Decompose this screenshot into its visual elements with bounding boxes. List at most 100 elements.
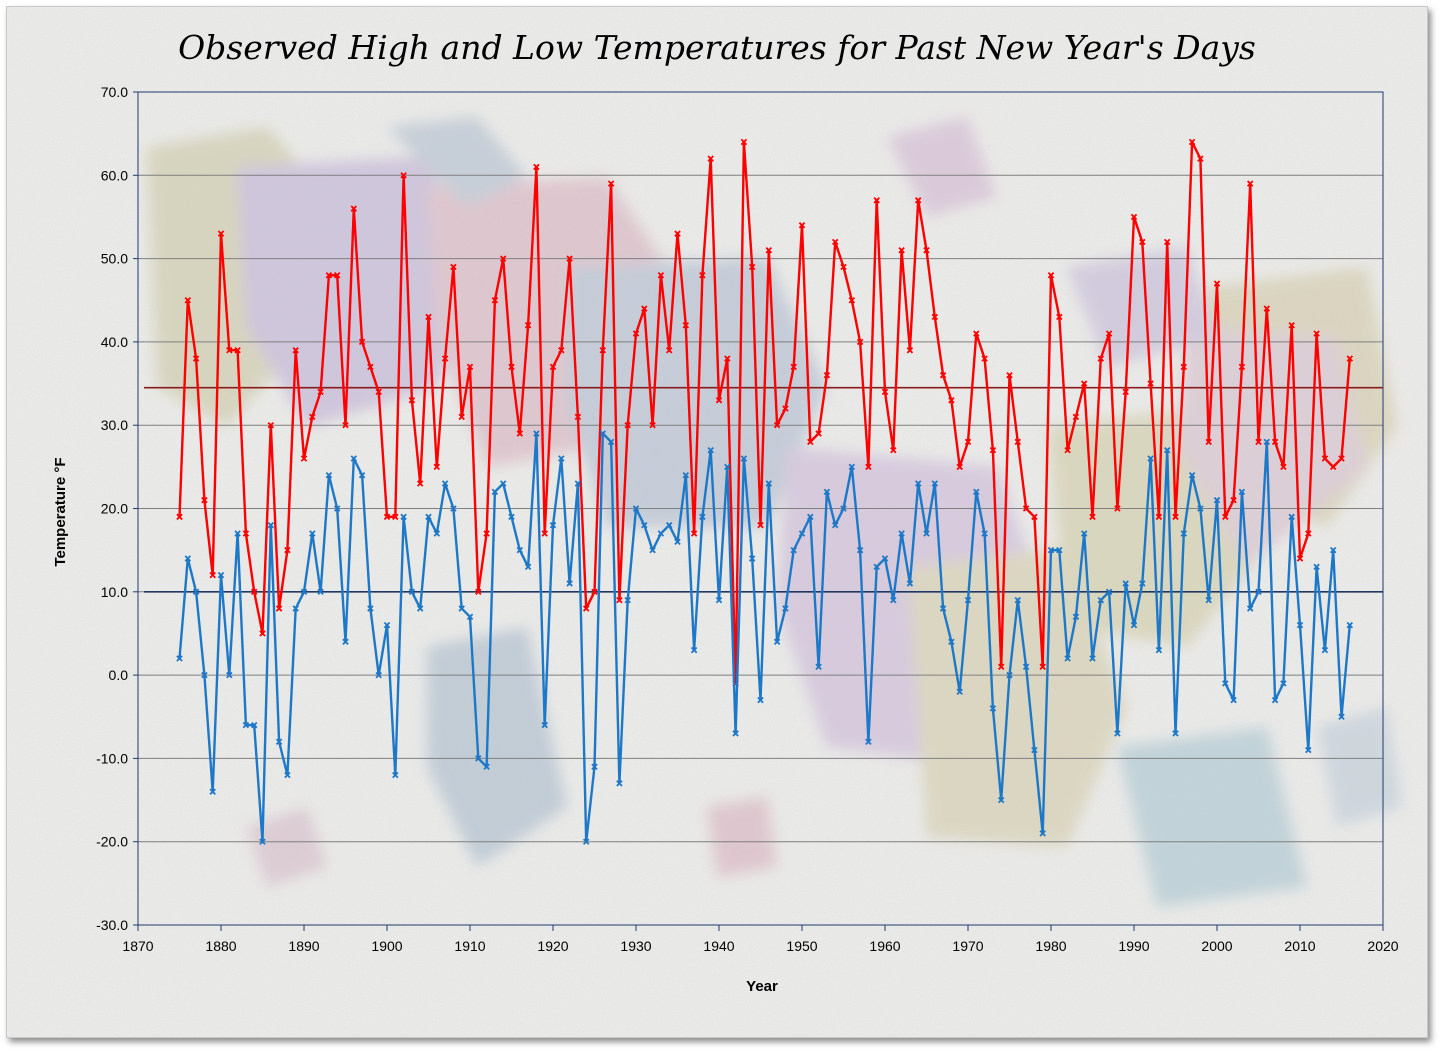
data-point <box>1329 463 1337 471</box>
data-point <box>840 263 847 271</box>
data-point <box>674 538 681 546</box>
data-point <box>267 421 275 429</box>
data-point <box>599 346 607 354</box>
data-point <box>375 671 382 679</box>
data-point <box>591 588 598 596</box>
data-point <box>201 671 208 679</box>
data-point <box>1205 596 1212 604</box>
data-point <box>1280 680 1287 687</box>
data-point <box>566 255 573 262</box>
data-point <box>275 605 283 612</box>
data-point <box>865 738 872 745</box>
data-point <box>856 546 864 554</box>
data-point <box>831 238 839 246</box>
data-point <box>1230 496 1237 504</box>
data-point <box>1180 530 1188 537</box>
data-point <box>1222 680 1229 687</box>
data-point <box>632 505 640 512</box>
data-point <box>898 530 905 537</box>
data-point <box>491 297 499 304</box>
plot-area-border <box>137 91 1384 926</box>
data-point <box>524 322 532 329</box>
y-tick-label: 10.0 <box>101 584 128 600</box>
data-point <box>400 172 407 179</box>
data-point <box>192 355 200 362</box>
data-point <box>931 313 939 321</box>
data-point <box>250 721 258 729</box>
data-point <box>242 530 250 537</box>
data-point <box>1105 588 1113 596</box>
data-point <box>441 480 449 487</box>
data-point <box>441 355 449 362</box>
y-tick-label: 60.0 <box>101 167 128 183</box>
data-point <box>964 438 972 446</box>
data-point <box>524 563 532 571</box>
data-point <box>582 838 590 845</box>
data-point <box>989 705 997 712</box>
data-point <box>350 455 358 462</box>
data-point <box>757 696 764 704</box>
x-tick-label: 1900 <box>371 938 402 954</box>
data-point <box>1338 455 1345 462</box>
data-point <box>790 363 797 371</box>
x-axis-title: Year <box>746 978 778 995</box>
data-point <box>956 463 963 471</box>
data-point <box>333 272 341 279</box>
data-point <box>1321 455 1329 462</box>
data-point <box>201 496 208 504</box>
data-point <box>425 313 432 321</box>
data-point <box>1155 513 1163 521</box>
data-point <box>466 613 474 621</box>
data-point <box>541 721 548 729</box>
data-point <box>1197 505 1204 512</box>
data-point <box>881 555 889 562</box>
data-point <box>325 471 333 479</box>
data-point <box>1305 530 1312 537</box>
data-point <box>1047 546 1055 554</box>
data-point <box>1006 371 1013 379</box>
data-point <box>184 297 192 304</box>
data-point <box>1014 596 1022 604</box>
data-point <box>284 546 291 554</box>
data-point <box>475 588 482 596</box>
data-point <box>906 580 914 587</box>
data-point <box>1014 438 1022 446</box>
data-point <box>939 605 947 612</box>
data-point <box>1130 213 1138 221</box>
data-point <box>582 605 590 612</box>
data-point <box>309 530 316 537</box>
data-point <box>1288 322 1295 329</box>
data-point <box>715 396 723 404</box>
data-point <box>176 513 183 521</box>
y-tick-label: 40.0 <box>101 334 128 350</box>
data-point <box>549 363 557 371</box>
data-point <box>1031 513 1038 521</box>
data-point <box>408 396 416 404</box>
data-point <box>1313 563 1320 571</box>
data-point <box>923 247 930 254</box>
data-point <box>1197 155 1204 162</box>
data-point <box>1188 471 1196 479</box>
data-point <box>1039 663 1046 671</box>
data-point <box>1246 605 1254 612</box>
data-point <box>1022 505 1030 512</box>
data-point <box>192 588 200 596</box>
y-tick-label: 50.0 <box>101 251 128 267</box>
data-point <box>1114 505 1121 512</box>
data-point <box>890 596 897 604</box>
chart-title: Observed High and Low Temperatures for P… <box>178 28 1256 67</box>
data-point <box>275 738 283 745</box>
data-point <box>400 513 407 521</box>
data-point <box>649 546 656 554</box>
data-point <box>333 505 341 512</box>
data-point <box>1263 438 1271 446</box>
x-tick-label: 2020 <box>1367 938 1398 954</box>
data-point <box>707 155 714 162</box>
data-point <box>690 530 698 537</box>
data-point <box>574 413 582 421</box>
data-point <box>1064 655 1071 662</box>
data-point <box>840 505 847 512</box>
chart-frame: -30.0 -20.0 -10.0 0.0 10.0 20.0 30.0 40.0 50.0 60… <box>6 6 1428 1038</box>
data-point <box>591 763 598 770</box>
data-point <box>948 638 955 646</box>
